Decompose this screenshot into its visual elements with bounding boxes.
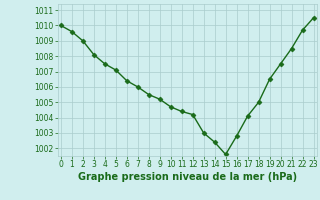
X-axis label: Graphe pression niveau de la mer (hPa): Graphe pression niveau de la mer (hPa) [78,172,297,182]
